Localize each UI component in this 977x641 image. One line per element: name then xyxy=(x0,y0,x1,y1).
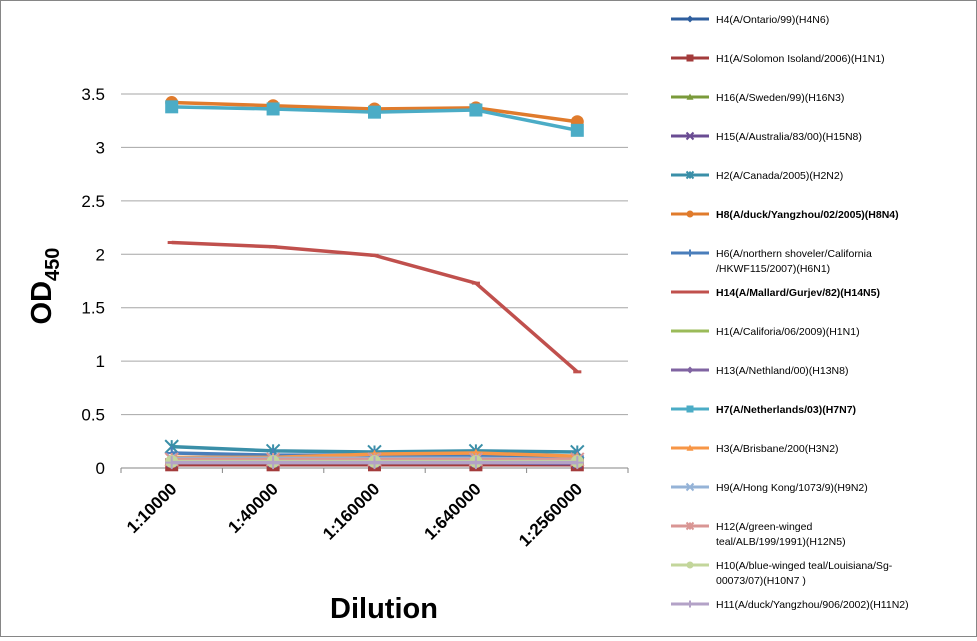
data-point xyxy=(370,253,379,257)
legend-item: H2(A/Canada/2005)(H2N2) xyxy=(671,170,843,182)
data-point xyxy=(686,93,694,100)
data-point xyxy=(167,241,176,245)
data-point xyxy=(573,370,582,374)
data-point xyxy=(165,100,179,114)
data-point xyxy=(570,123,584,137)
data-point xyxy=(368,105,381,119)
legend-item: H3(A/Brisbane/200(H3N2) xyxy=(671,443,839,455)
legend-label: H11(A/duck/Yangzhou/906/2002)(H11N2) xyxy=(716,599,909,611)
x-tick-label: 1:2560000 xyxy=(515,479,586,550)
data-point xyxy=(685,521,695,531)
legend-item: H6(A/northern shoveler/California/HKWF11… xyxy=(671,248,872,275)
legend-item: H1(A/Solomon Isoland/2006)(H1N1) xyxy=(671,53,885,65)
x-tick-label: 1:160000 xyxy=(319,479,383,543)
y-tick-label: 2 xyxy=(96,245,105,264)
data-point xyxy=(266,456,280,470)
y-tick-label: 2.5 xyxy=(81,192,105,211)
legend-item: H9(A/Hong Kong/1073/9)(H9N2) xyxy=(671,482,868,494)
legend-item: H8(A/duck/Yangzhou/02/2005)(H8N4) xyxy=(671,209,899,221)
data-point xyxy=(686,15,694,23)
data-point xyxy=(686,210,694,218)
data-point xyxy=(686,561,694,569)
x-axis-ticks: 1:10000 1:40000 1:160000 1:640000 1:2560000 xyxy=(120,468,629,550)
legend-item: H10(A/blue-winged teal/Louisiana/Sg-0007… xyxy=(671,560,893,587)
y-tick-label: 0 xyxy=(96,459,105,478)
y-axis-ticks: 0 0.5 1 1.5 2 2.5 3 3.5 xyxy=(81,85,105,478)
x-tick-label: 1:640000 xyxy=(420,479,484,543)
data-point xyxy=(469,103,483,117)
data-point xyxy=(368,456,381,470)
data-point xyxy=(165,456,179,470)
legend-item: H16(A/Sweden/99)(H16N3) xyxy=(671,92,844,104)
legend-label: H2(A/Canada/2005)(H2N2) xyxy=(716,170,843,182)
legend-label: H10(A/blue-winged teal/Louisiana/Sg-0007… xyxy=(716,560,893,587)
data-point xyxy=(685,131,695,141)
legend-item: H12(A/green-winged teal/ALB/199/1991)(H12… xyxy=(671,521,846,548)
legend-label: H9(A/Hong Kong/1073/9)(H9N2) xyxy=(716,482,868,494)
data-point xyxy=(686,329,694,333)
x-tick-label: 1:40000 xyxy=(224,479,282,537)
data-point xyxy=(269,245,278,249)
y-tick-label: 0.5 xyxy=(81,406,105,425)
legend-label: H13(A/Nethland/00)(H13N8) xyxy=(716,365,848,377)
legend-label: H15(A/Australia/83/00)(H15N8) xyxy=(716,131,862,143)
legend-label: H1(A/Solomon Isoland/2006)(H1N1) xyxy=(716,53,885,65)
y-tick-label: 3 xyxy=(96,138,105,157)
legend: H4(A/Ontario/99)(H4N6) H1(A/Solomon Isola… xyxy=(671,14,909,611)
legend-label: H1(A/Califoria/06/2009)(H1N1) xyxy=(716,326,860,338)
legend-label: H6(A/northern shoveler/California/HKWF11… xyxy=(716,248,872,275)
series-7 xyxy=(167,240,582,374)
data-point xyxy=(685,482,695,492)
legend-item: H15(A/Australia/83/00)(H15N8) xyxy=(671,131,862,143)
y-tick-label: 1.5 xyxy=(81,299,105,318)
data-point xyxy=(471,281,480,285)
series-10 xyxy=(165,100,584,137)
legend-label: H8(A/duck/Yangzhou/02/2005)(H8N4) xyxy=(716,209,899,221)
legend-item: H7(A/Netherlands/03)(H7N7) xyxy=(671,404,856,416)
legend-label: H16(A/Sweden/99)(H16N3) xyxy=(716,92,844,104)
data-point xyxy=(686,290,694,294)
y-axis-title: OD450 xyxy=(26,248,64,325)
data-point xyxy=(686,366,694,374)
gridlines xyxy=(121,93,628,469)
data-point xyxy=(266,102,280,116)
y-tick-label: 3.5 xyxy=(81,85,105,104)
legend-label: H12(A/green-winged teal/ALB/199/1991)(H12… xyxy=(716,521,846,548)
legend-label: H3(A/Brisbane/200(H3N2) xyxy=(716,443,839,455)
series-15 xyxy=(165,456,584,470)
legend-item: H13(A/Nethland/00)(H13N8) xyxy=(671,365,848,377)
legend-item: H1(A/Califoria/06/2009)(H1N1) xyxy=(671,326,860,338)
x-axis-title: Dilution xyxy=(330,593,438,625)
legend-item: H11(A/duck/Yangzhou/906/2002)(H11N2) xyxy=(671,599,909,611)
legend-label: H7(A/Netherlands/03)(H7N7) xyxy=(716,404,856,416)
legend-item: H4(A/Ontario/99)(H4N6) xyxy=(671,14,829,26)
legend-label: H14(A/Mallard/Gurjev/82)(H14N5) xyxy=(716,287,880,299)
data-point xyxy=(686,249,694,257)
data-point xyxy=(685,170,695,180)
data-point xyxy=(570,456,584,470)
data-point xyxy=(686,444,694,451)
data-point xyxy=(471,448,481,457)
data-point xyxy=(686,54,694,62)
data-point xyxy=(686,600,694,608)
series-line xyxy=(171,240,579,374)
data-point xyxy=(686,405,694,413)
legend-label: H4(A/Ontario/99)(H4N6) xyxy=(716,14,829,26)
y-tick-label: 1 xyxy=(96,352,105,371)
legend-item: H14(A/Mallard/Gurjev/82)(H14N5) xyxy=(671,287,880,299)
x-tick-label: 1:10000 xyxy=(123,479,181,537)
data-point xyxy=(469,456,483,470)
series-lines xyxy=(164,96,585,472)
